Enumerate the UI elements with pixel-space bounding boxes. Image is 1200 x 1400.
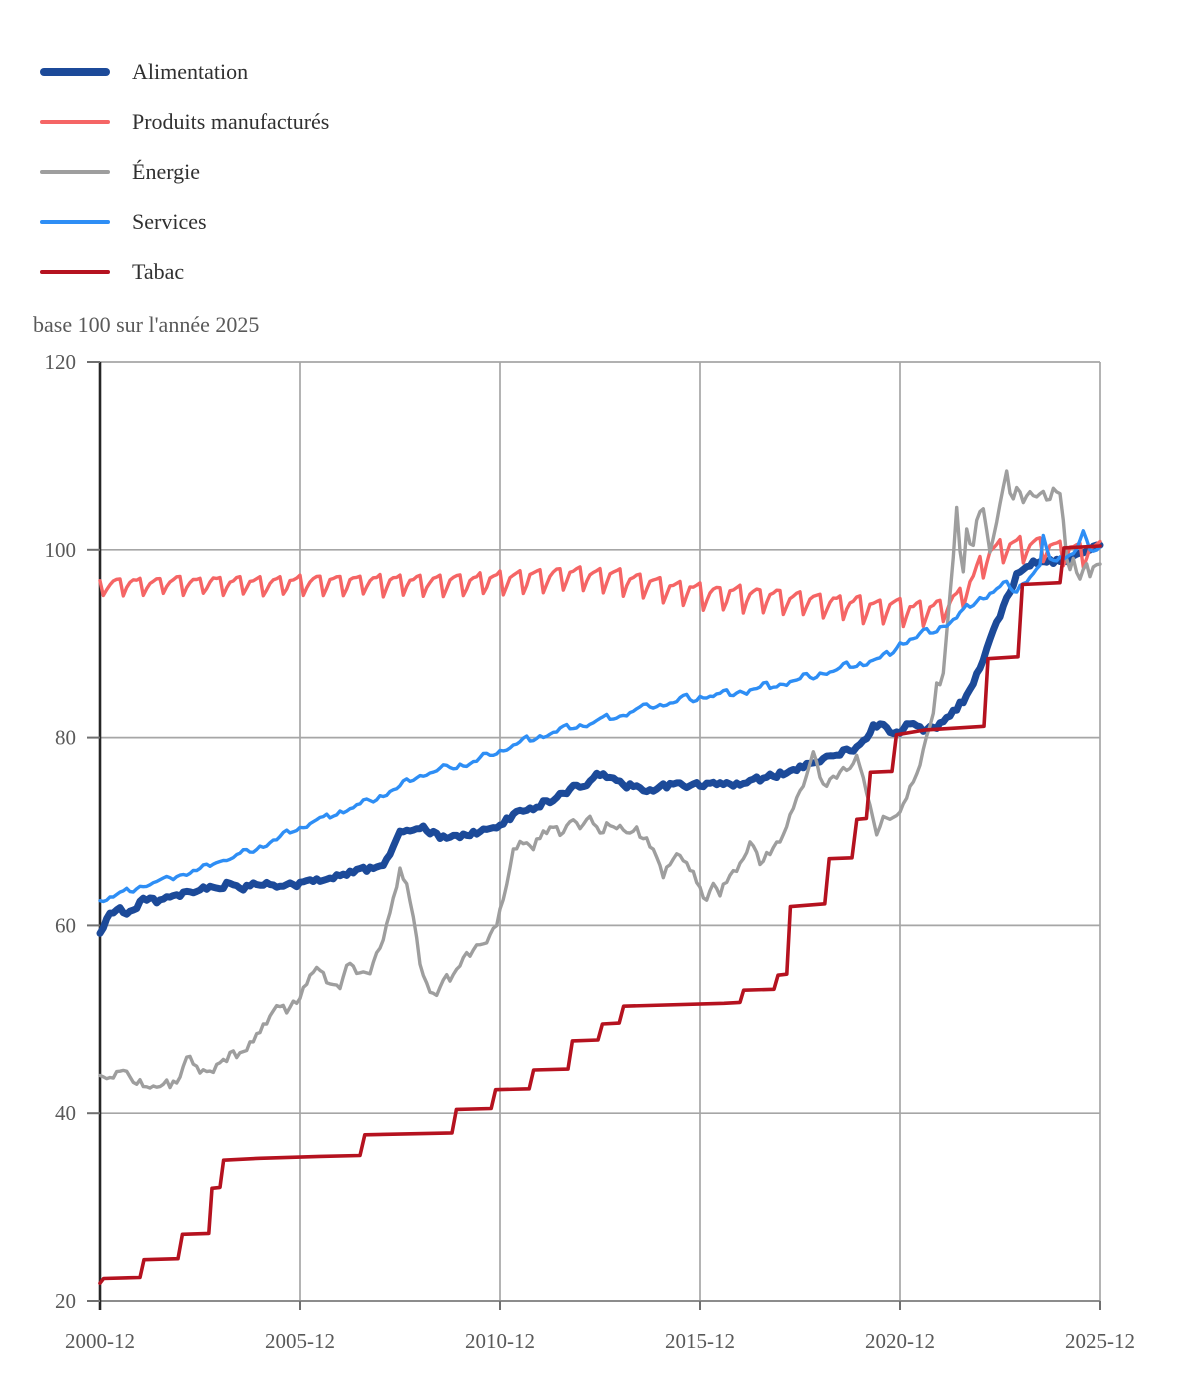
- x-tick-label: 2020-12: [865, 1329, 935, 1353]
- legend-swatch-services: [40, 220, 110, 224]
- y-tick-label: 100: [45, 538, 77, 562]
- legend-swatch-energie: [40, 170, 110, 174]
- x-tick-label: 2000-12: [65, 1329, 135, 1353]
- series-line-tabac: [98, 544, 1102, 1285]
- legend-swatch-produits-manufactures: [40, 120, 110, 124]
- legend-label-alimentation: Alimentation: [132, 59, 249, 84]
- y-tick-label: 20: [55, 1289, 76, 1313]
- legend-item-tabac[interactable]: Tabac: [40, 247, 329, 297]
- series-line-produits-manufactures: [98, 534, 1102, 629]
- x-tick-label: 2005-12: [265, 1329, 335, 1353]
- legend-label-energie: Énergie: [132, 159, 201, 184]
- y-tick-label: 40: [55, 1101, 76, 1125]
- legend-label-services: Services: [132, 209, 207, 234]
- x-tick-label: 2025-12: [1065, 1329, 1135, 1353]
- series-line-services: [98, 529, 1102, 904]
- chart-subtitle: base 100 sur l'année 2025: [33, 312, 260, 337]
- y-tick-label: 120: [45, 350, 77, 374]
- legend-swatch-alimentation: [40, 68, 110, 76]
- x-tick-label: 2010-12: [465, 1329, 535, 1353]
- legend-item-energie[interactable]: Énergie: [40, 147, 329, 197]
- legend-item-alimentation[interactable]: Alimentation: [40, 47, 329, 97]
- legend-item-services[interactable]: Services: [40, 197, 329, 247]
- legend-label-tabac: Tabac: [132, 259, 185, 284]
- series-line-energie: [98, 469, 1102, 1090]
- x-tick-label: 2015-12: [665, 1329, 735, 1353]
- y-tick-label: 80: [55, 726, 76, 750]
- y-tick-label: 60: [55, 913, 76, 937]
- legend-item-produits-manufactures[interactable]: Produits manufacturés: [40, 97, 329, 147]
- series-line-alimentation: [96, 541, 1104, 937]
- chart-legend: Alimentation Produits manufacturés Énerg…: [40, 47, 329, 297]
- legend-label-produits-manufactures: Produits manufacturés: [132, 109, 330, 134]
- legend-swatch-tabac: [40, 270, 110, 274]
